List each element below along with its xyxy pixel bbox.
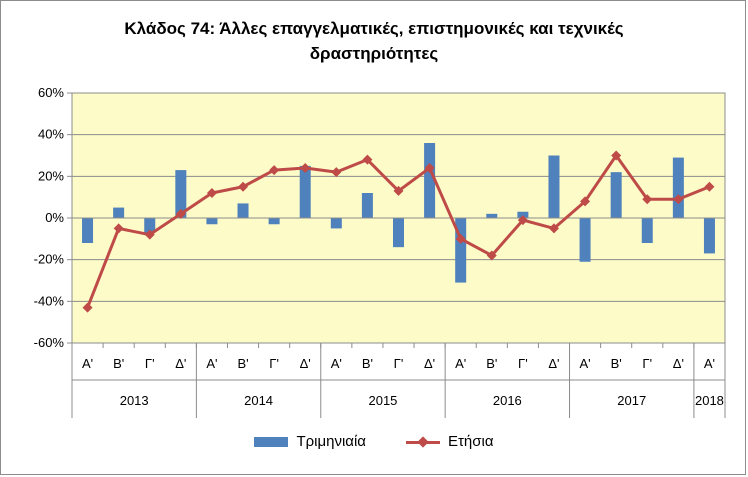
line-marker — [206, 188, 217, 198]
legend-item-line: Ετήσια — [405, 433, 494, 450]
line-marker — [393, 185, 404, 196]
line-marker — [175, 208, 186, 219]
bar — [206, 218, 218, 225]
bar — [579, 218, 591, 262]
line-marker — [269, 165, 280, 176]
legend: Τριμηνιαία Ετήσια — [0, 433, 748, 450]
line-marker — [424, 163, 435, 173]
x-tick-label-quarter: Α' — [704, 356, 715, 371]
x-tick-label-quarter: Δ' — [175, 356, 186, 371]
line-marker — [362, 154, 373, 165]
x-tick-label-quarter: Γ' — [518, 356, 528, 371]
bar — [393, 218, 404, 248]
bar — [703, 218, 715, 254]
bar — [672, 157, 684, 218]
line-marker — [144, 229, 155, 240]
x-tick-label-quarter: Α' — [455, 356, 466, 371]
x-tick-label-quarter: Α' — [82, 356, 93, 371]
x-tick-label-quarter: Β' — [486, 356, 497, 371]
bar — [299, 165, 311, 218]
bar — [237, 203, 249, 218]
x-tick-label-quarter: Δ' — [548, 356, 559, 371]
x-tick-label-quarter: Β' — [362, 356, 373, 371]
bar — [144, 218, 156, 233]
x-tick-label-quarter: Δ' — [673, 356, 684, 371]
x-tick-label-quarter: Α' — [579, 356, 590, 371]
x-tick-label-quarter: Α' — [331, 356, 342, 371]
line-marker — [113, 223, 124, 234]
y-tick-label: 60% — [38, 85, 64, 100]
legend-item-bars: Τριμηνιαία — [254, 433, 366, 450]
y-tick-label: -60% — [34, 335, 65, 350]
y-tick-label: 20% — [38, 168, 64, 183]
line-marker — [580, 196, 591, 207]
chart-title-line1: Κλάδος 74: Άλλες επαγγελματικές, επιστημ… — [124, 19, 624, 38]
chart-title-line2: δραστηριότητες — [309, 44, 439, 63]
line-marker — [486, 250, 497, 261]
chart-title: Κλάδος 74: Άλλες επαγγελματικές, επιστημ… — [0, 16, 748, 66]
line-marker — [642, 194, 653, 205]
bar — [175, 170, 187, 218]
x-tick-label-quarter: Β' — [611, 356, 622, 371]
y-tick-label: -40% — [34, 293, 65, 308]
x-tick-label-year: 2015 — [368, 393, 397, 408]
legend-label-bars: Τριμηνιαία — [296, 433, 366, 450]
bar — [113, 207, 125, 218]
bar — [361, 193, 373, 218]
y-tick-label: 0% — [45, 210, 64, 225]
y-tick-label: 40% — [38, 127, 64, 142]
line-marker — [704, 181, 715, 192]
legend-swatch-bars — [254, 436, 289, 447]
bar — [268, 218, 280, 225]
bar — [610, 172, 622, 218]
x-tick-label-quarter: Γ' — [269, 356, 279, 371]
line-marker — [611, 150, 622, 161]
legend-swatch-line — [405, 437, 440, 447]
bar — [330, 218, 342, 229]
x-tick-label-year: 2017 — [617, 393, 646, 408]
bar — [548, 155, 560, 218]
line-marker — [82, 302, 93, 313]
x-tick-label-quarter: Γ' — [394, 356, 404, 371]
line-marker — [517, 215, 528, 226]
x-tick-label-year: 2018 — [695, 393, 724, 408]
bar — [486, 213, 498, 218]
x-tick-label-quarter: Β' — [237, 356, 248, 371]
x-tick-label-quarter: Δ' — [424, 356, 435, 371]
y-tick-label: -20% — [34, 252, 65, 267]
line-marker — [331, 167, 342, 178]
line-marker — [548, 223, 559, 234]
bar — [455, 218, 467, 283]
x-tick-label-year: 2013 — [120, 393, 149, 408]
x-tick-label-quarter: Δ' — [300, 356, 311, 371]
bar — [82, 218, 94, 243]
line-marker — [300, 163, 311, 173]
bar — [641, 218, 653, 243]
bar — [424, 143, 436, 218]
line-marker — [673, 194, 684, 205]
x-tick-label-year: 2014 — [244, 393, 273, 408]
legend-label-line: Ετήσια — [447, 433, 494, 450]
x-tick-label-year: 2016 — [493, 393, 522, 408]
x-tick-label-quarter: Α' — [206, 356, 217, 371]
x-tick-label-quarter: Γ' — [145, 356, 155, 371]
bar — [517, 211, 529, 218]
x-tick-label-quarter: Γ' — [642, 356, 652, 371]
x-tick-label-quarter: Β' — [113, 356, 124, 371]
line-marker — [238, 181, 249, 192]
line-marker — [455, 233, 466, 244]
